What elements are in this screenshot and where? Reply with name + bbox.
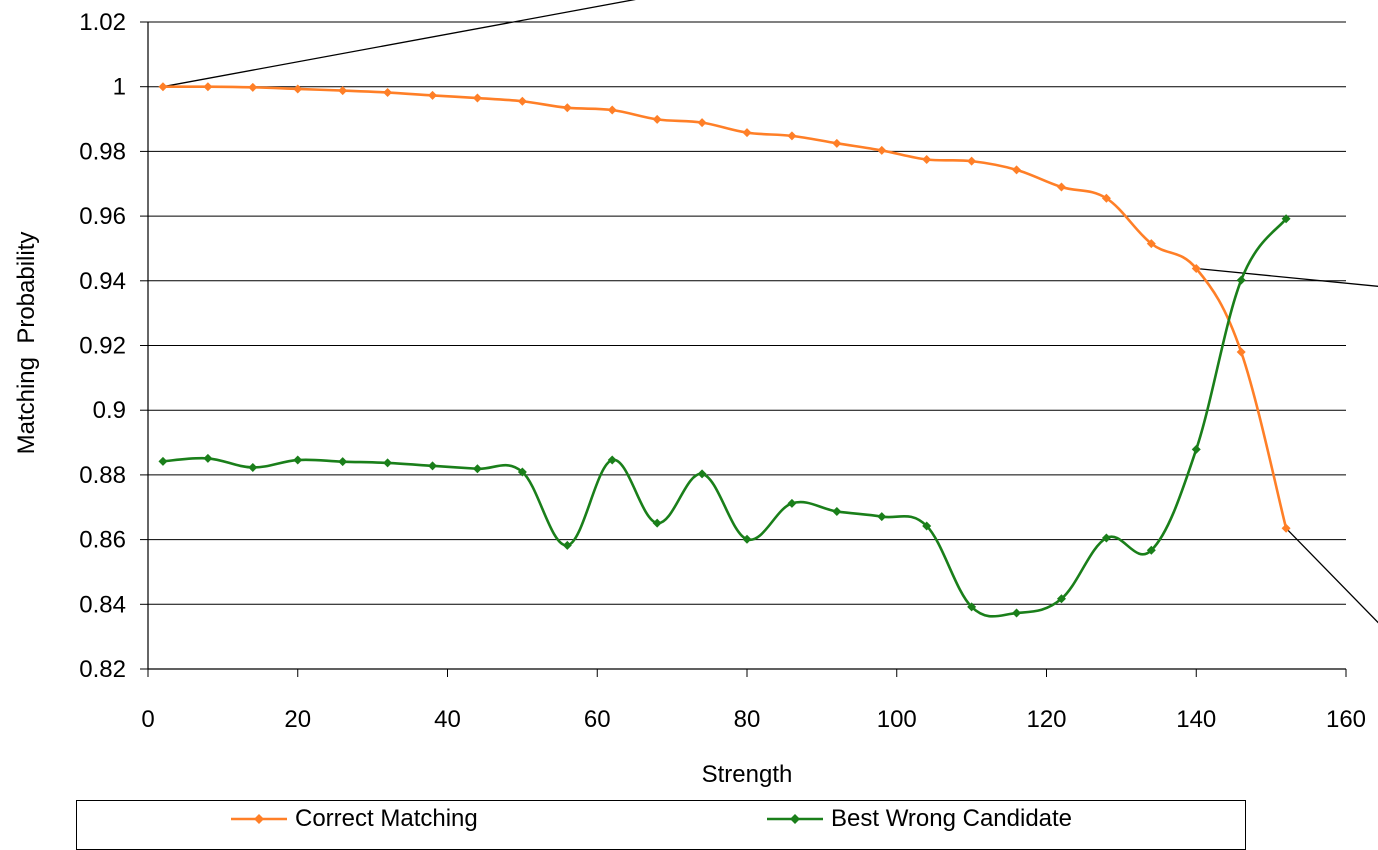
y-tick-label: 0.94 (79, 268, 126, 295)
data-point (158, 456, 168, 466)
annotation-line (1196, 267, 1378, 287)
data-point (428, 461, 438, 471)
data-point (697, 118, 707, 128)
data-point (1281, 523, 1291, 533)
data-point (697, 469, 707, 479)
x-tick-label: 0 (141, 706, 154, 733)
data-point (293, 455, 303, 465)
data-point (652, 518, 662, 528)
data-point (1191, 444, 1201, 454)
data-point (922, 154, 932, 164)
data-point (832, 506, 842, 516)
data-point (877, 145, 887, 155)
legend: Correct Matching Best Wrong Candidate (76, 800, 1246, 850)
y-tick-label: 0.84 (79, 591, 126, 618)
data-point (383, 458, 393, 468)
x-tick-label: 160 (1326, 706, 1366, 733)
y-tick-label: 0.96 (79, 203, 126, 230)
data-point (472, 464, 482, 474)
data-point (787, 498, 797, 508)
x-tick-labels: 0 20 40 60 80 100 120 140 160 (141, 706, 1366, 733)
data-point (293, 84, 303, 94)
data-point (248, 82, 258, 92)
y-tick-label: 0.82 (79, 656, 126, 683)
data-point (607, 105, 617, 115)
data-point (1101, 193, 1111, 203)
data-point (967, 602, 977, 612)
legend-item-best-wrong-candidate: Best Wrong Candidate (765, 805, 1072, 833)
legend-item-correct-matching: Correct Matching (229, 805, 478, 833)
data-point (1056, 182, 1066, 192)
legend-label-best-wrong-candidate: Best Wrong Candidate (831, 805, 1073, 832)
x-tick-label: 140 (1176, 706, 1216, 733)
data-point (832, 138, 842, 148)
data-point (203, 453, 213, 463)
data-point (517, 467, 527, 477)
data-point (1191, 264, 1201, 274)
data-point (1012, 608, 1022, 618)
x-tick-label: 120 (1026, 706, 1066, 733)
data-point (428, 90, 438, 100)
data-point (203, 82, 213, 92)
data-point (1236, 347, 1246, 357)
data-point (472, 93, 482, 103)
y-tick-label: 0.86 (79, 527, 126, 554)
x-tick-label: 80 (734, 706, 761, 733)
x-tick-label: 60 (584, 706, 611, 733)
axes (140, 21, 1347, 677)
data-point (1281, 214, 1291, 224)
data-point (967, 156, 977, 166)
series-layer (158, 82, 1291, 618)
y-tick-label: 1.02 (79, 9, 126, 36)
data-point (1056, 594, 1066, 604)
x-tick-label: 40 (434, 706, 461, 733)
data-point (562, 540, 572, 550)
series-line-1 (162, 217, 1288, 618)
data-point (517, 96, 527, 106)
legend-swatch-correct-matching (231, 814, 287, 824)
data-point (1236, 275, 1246, 285)
y-tick-label: 0.9 (93, 397, 126, 424)
x-axis-title: Strength (702, 761, 793, 788)
y-tick-labels: 0.82 0.84 0.86 0.88 0.9 0.92 0.94 0.96 0.98 1 1.02 (79, 9, 126, 683)
data-point (877, 512, 887, 522)
data-point (338, 86, 348, 96)
legend-label-correct-matching: Correct Matching (295, 805, 478, 832)
annotation-line (162, 0, 637, 88)
y-axis-title: Matching Probability (13, 232, 40, 455)
data-point (1146, 239, 1156, 249)
x-tick-label: 100 (877, 706, 917, 733)
data-point (158, 82, 168, 92)
annotation-lines (162, 0, 1378, 624)
legend-swatch-best-wrong-candidate (767, 814, 823, 824)
data-point (1101, 533, 1111, 543)
data-point (248, 462, 258, 472)
data-point (652, 114, 662, 124)
y-tick-label: 0.98 (79, 138, 126, 165)
data-point (562, 103, 572, 113)
annotation-line (1285, 527, 1378, 624)
data-point (338, 457, 348, 467)
y-tick-label: 0.92 (79, 333, 126, 360)
data-point (383, 88, 393, 98)
data-point (787, 131, 797, 141)
data-point (1012, 165, 1022, 175)
data-point (742, 534, 752, 544)
data-point (742, 128, 752, 138)
y-tick-label: 1 (113, 74, 126, 101)
x-tick-label: 20 (284, 706, 311, 733)
data-point (607, 455, 617, 465)
gridlines (148, 21, 1346, 670)
data-point (1146, 545, 1156, 555)
y-tick-label: 0.88 (79, 462, 126, 489)
data-point (922, 521, 932, 531)
